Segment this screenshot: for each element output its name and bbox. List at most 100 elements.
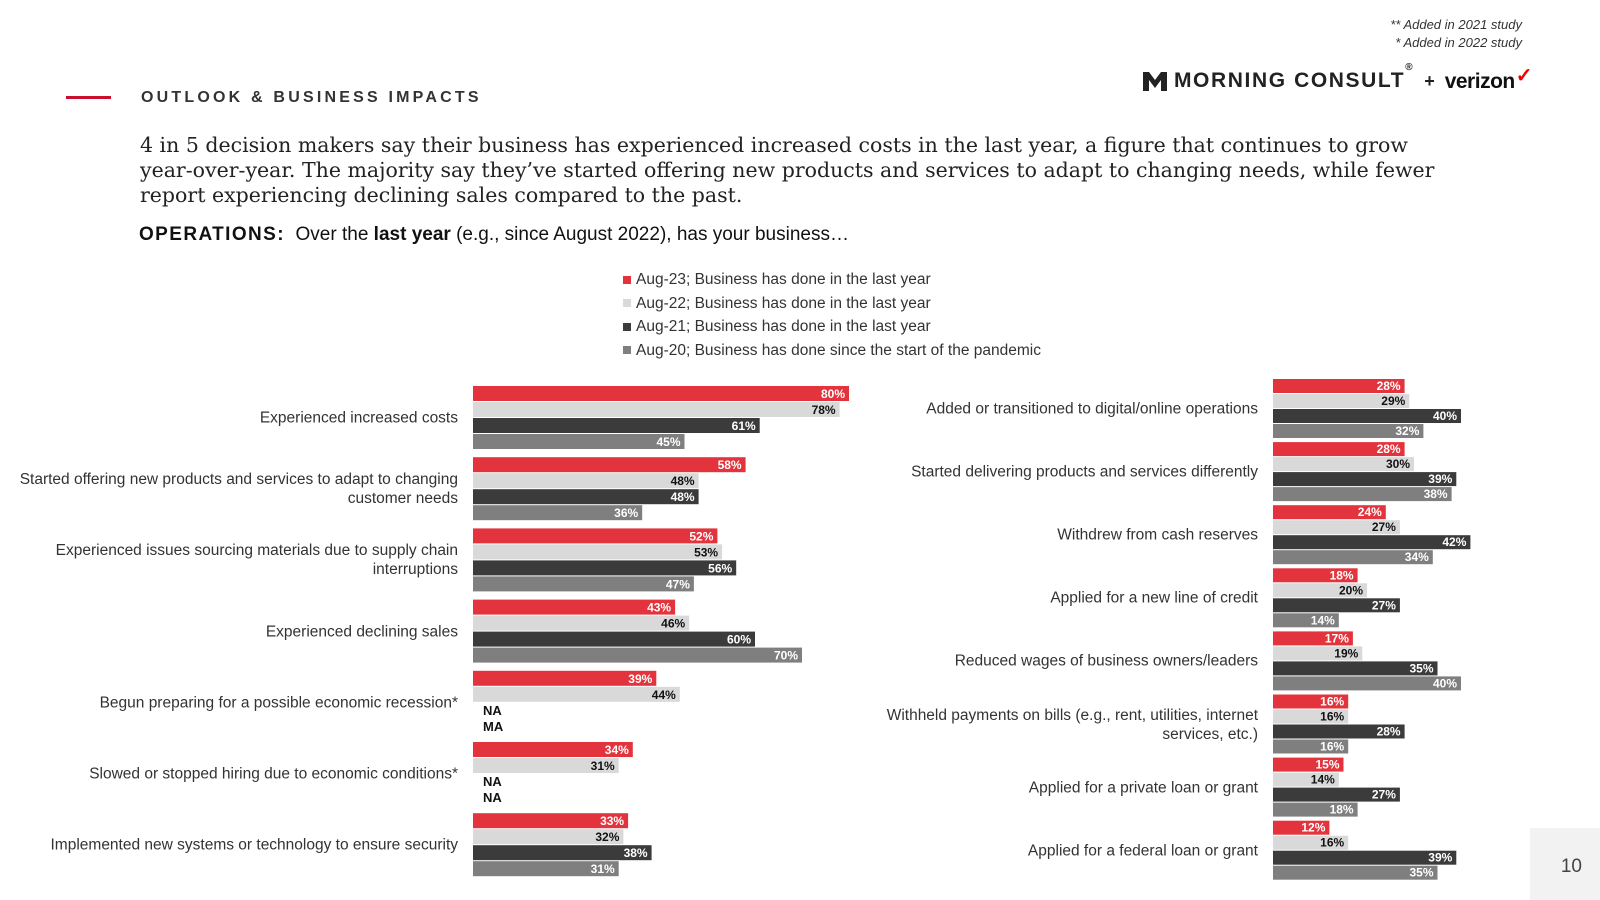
question-post: (e.g., since August 2022), has your busi…	[456, 224, 849, 245]
bar-value-label: 12%	[1301, 821, 1325, 835]
headline: 4 in 5 decision makers say their busines…	[140, 133, 1435, 207]
bar	[1273, 394, 1410, 408]
bar	[473, 544, 723, 560]
bar-value-label: 35%	[1409, 661, 1433, 675]
bar-value-label: 70%	[774, 649, 798, 663]
bar	[1273, 583, 1367, 598]
bar-value-label: 27%	[1372, 598, 1396, 612]
bar	[473, 434, 685, 449]
bar	[473, 528, 718, 544]
bar-value-label: 19%	[1334, 646, 1358, 660]
na-label: NA	[483, 703, 502, 718]
bar-value-label: 28%	[1377, 725, 1401, 739]
bar	[473, 670, 657, 686]
na-label: NA	[483, 790, 502, 805]
bar	[473, 418, 760, 433]
category-label: Applied for a private loan or grant	[1028, 779, 1258, 797]
section-title: OUTLOOK & BUSINESS IMPACTS	[141, 89, 482, 106]
bar-value-label: 39%	[1428, 851, 1452, 865]
bar	[1273, 442, 1405, 457]
bar	[473, 386, 849, 401]
bar	[1273, 409, 1461, 423]
bar-value-label: 31%	[591, 759, 615, 773]
bar	[1273, 598, 1400, 613]
bar-value-label: 32%	[595, 830, 619, 844]
legend-label: Aug-21; Business has done in the last ye…	[636, 318, 931, 335]
category-label: Added or transitioned to digital/online …	[926, 400, 1258, 418]
morning-consult-wordmark: MORNING CONSULT®	[1173, 62, 1415, 92]
bar	[473, 647, 802, 663]
bar-value-label: 44%	[652, 688, 676, 702]
chart-legend: Aug-23; Business has done in the last ye…	[623, 268, 1041, 362]
bar	[1273, 505, 1386, 520]
footnote-2021: ** Added in 2021 study	[1390, 17, 1522, 32]
bar	[1273, 835, 1349, 850]
bar-value-label: 40%	[1433, 676, 1457, 690]
bar	[473, 473, 699, 489]
legend-item: Aug-20; Business has done since the star…	[623, 339, 1041, 363]
bar-value-label: 52%	[689, 529, 713, 543]
bar-value-label: 48%	[671, 490, 695, 504]
category-label: Begun preparing for a possible economic …	[99, 694, 458, 712]
bar-value-label: 58%	[718, 458, 742, 472]
bar	[1273, 865, 1438, 880]
bar	[1273, 802, 1358, 817]
bar-value-label: 17%	[1325, 631, 1349, 645]
bar-value-label: 60%	[727, 633, 751, 647]
bar-value-label: 16%	[1320, 710, 1344, 724]
bar	[1273, 646, 1363, 661]
bar	[1273, 709, 1349, 724]
category-label: Started offering new products and servic…	[19, 471, 458, 508]
bar-value-label: 18%	[1330, 568, 1354, 582]
question-pre: Over the	[295, 224, 369, 245]
bar	[473, 686, 680, 702]
bar	[1273, 472, 1457, 487]
bar	[473, 402, 840, 417]
bar-value-label: 20%	[1339, 583, 1363, 597]
category-label: Experienced issues sourcing materials du…	[55, 542, 458, 579]
bar	[1273, 661, 1438, 676]
bar	[1273, 550, 1433, 565]
category-label: Withdrew from cash reserves	[1057, 526, 1258, 544]
bar-value-label: 61%	[732, 419, 756, 433]
bar	[1273, 694, 1349, 709]
category-label: Experienced increased costs	[259, 409, 458, 427]
brand-logos: MORNING CONSULT® + verizon✓	[1142, 62, 1533, 96]
bar-value-label: 14%	[1311, 613, 1335, 627]
legend-item: Aug-23; Business has done in the last ye…	[623, 268, 1041, 292]
bar-value-label: 46%	[661, 617, 685, 631]
bar-value-label: 29%	[1381, 394, 1405, 408]
accent-line	[66, 96, 111, 99]
bar	[1273, 850, 1457, 865]
legend-item: Aug-21; Business has done in the last ye…	[623, 315, 1041, 339]
bar	[1273, 631, 1353, 646]
question: OPERATIONS: Over the last year (e.g., si…	[139, 224, 849, 246]
bar-value-label: 33%	[600, 814, 624, 828]
category-label: Slowed or stopped hiring due to economic…	[89, 765, 458, 783]
bar	[473, 861, 619, 877]
bar-value-label: 45%	[656, 435, 680, 449]
bar-value-label: 15%	[1315, 758, 1339, 772]
bar-value-label: 38%	[624, 846, 648, 860]
question-bold: last year	[373, 224, 451, 245]
bar-value-label: 24%	[1358, 505, 1382, 519]
logo-plus: +	[1424, 70, 1435, 91]
legend-label: Aug-20; Business has done since the star…	[636, 341, 1041, 359]
footnotes: ** Added in 2021 study * Added in 2022 s…	[1390, 16, 1522, 52]
legend-label: Aug-23; Business has done in the last ye…	[636, 271, 931, 288]
bar	[1273, 739, 1349, 754]
bar	[473, 560, 737, 576]
bar-value-label: 35%	[1409, 866, 1433, 880]
category-label: Withheld payments on bills (e.g., rent, …	[886, 706, 1258, 743]
bar	[1273, 457, 1414, 472]
bar	[473, 576, 694, 592]
bar-value-label: 78%	[812, 403, 836, 417]
bar	[1273, 820, 1330, 835]
category-label: Implemented new systems or technology to…	[50, 836, 459, 854]
legend-label: Aug-22; Business has done in the last ye…	[636, 294, 931, 312]
bar	[473, 742, 633, 757]
bar-value-label: 16%	[1320, 695, 1344, 709]
bar-value-label: 27%	[1372, 788, 1396, 802]
bar-value-label: 28%	[1377, 379, 1401, 393]
bar	[1273, 724, 1405, 739]
